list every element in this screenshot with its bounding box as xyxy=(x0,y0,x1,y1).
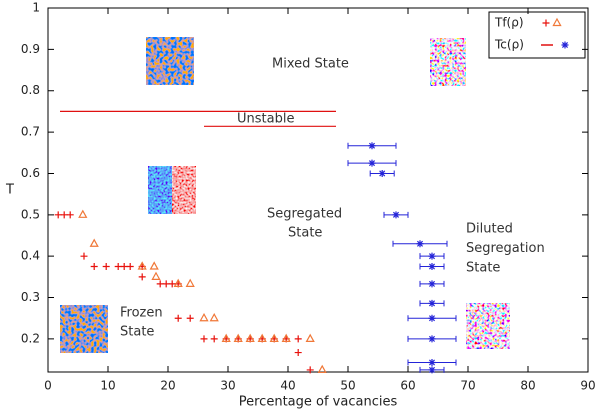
x-tick-label: 70 xyxy=(460,379,475,393)
marker-triangle xyxy=(305,333,315,343)
marker-plus xyxy=(306,366,314,374)
marker-star xyxy=(428,280,436,288)
marker-triangle xyxy=(317,364,327,374)
marker-star xyxy=(416,240,424,248)
inset-image xyxy=(172,166,196,214)
y-tick-label: 0.7 xyxy=(21,125,40,139)
x-tick-label: 40 xyxy=(280,379,295,393)
marker-triangle xyxy=(233,333,243,343)
x-tick-label: 90 xyxy=(580,379,595,393)
inset-image xyxy=(430,38,466,86)
marker-triangle xyxy=(199,312,209,322)
annotation: State xyxy=(466,261,500,276)
x-axis-label: Percentage of vacancies xyxy=(239,395,398,410)
marker-triangle xyxy=(89,238,99,247)
marker-plus xyxy=(80,252,88,260)
marker-star xyxy=(368,142,376,150)
marker-triangle xyxy=(269,333,279,343)
y-tick-label: 1 xyxy=(32,1,40,15)
annotation: State xyxy=(120,325,154,340)
marker-plus xyxy=(210,335,218,343)
marker-plus xyxy=(102,263,110,271)
y-tick-label: 0.6 xyxy=(21,166,40,180)
marker-star xyxy=(428,358,436,366)
marker-plus xyxy=(186,314,194,322)
marker-plus xyxy=(54,211,62,219)
marker-plus xyxy=(114,263,122,271)
marker-plus xyxy=(294,335,302,343)
marker-plus xyxy=(542,19,550,27)
legend-label: Tf(ρ) xyxy=(494,16,524,30)
marker-star xyxy=(368,159,376,167)
marker-triangle xyxy=(185,278,195,287)
marker-star xyxy=(428,314,436,322)
marker-plus xyxy=(90,263,98,271)
inset-image xyxy=(146,37,194,85)
marker-plus xyxy=(126,263,134,271)
marker-star xyxy=(428,252,436,260)
marker-star xyxy=(392,211,400,219)
marker-plus xyxy=(174,314,182,322)
marker-triangle xyxy=(137,261,147,270)
inset-image xyxy=(148,166,172,214)
inset-image xyxy=(60,305,108,353)
marker-triangle xyxy=(173,278,183,287)
annotation: Frozen xyxy=(120,306,163,321)
legend-box xyxy=(488,11,586,59)
x-tick-label: 20 xyxy=(160,379,175,393)
marker-star xyxy=(428,366,436,374)
marker-plus xyxy=(168,280,176,288)
marker-triangle xyxy=(209,312,219,322)
annotation: Mixed State xyxy=(272,57,349,72)
marker-triangle xyxy=(151,271,161,280)
plot-frame xyxy=(47,7,589,373)
marker-plus xyxy=(120,263,128,271)
y-tick-label: 0.2 xyxy=(21,331,40,345)
y-axis-label: T xyxy=(5,183,14,198)
annotation: Segregation xyxy=(466,241,545,256)
x-tick-label: 10 xyxy=(100,379,115,393)
y-tick-label: 0.5 xyxy=(21,207,40,221)
annotation: Unstable xyxy=(237,112,294,127)
marker-star xyxy=(378,169,386,177)
marker-triangle xyxy=(245,333,255,343)
marker-plus xyxy=(162,280,170,288)
marker-plus xyxy=(200,335,208,343)
x-tick-label: 50 xyxy=(340,379,355,393)
marker-plus xyxy=(156,280,164,288)
y-tick-label: 0.9 xyxy=(21,42,40,56)
marker-plus xyxy=(60,211,68,219)
marker-triangle xyxy=(78,209,88,218)
marker-triangle xyxy=(281,333,291,343)
marker-star xyxy=(428,263,436,271)
marker-plus xyxy=(66,211,74,219)
x-tick-label: 0 xyxy=(44,379,52,393)
legend-label: Tc(ρ) xyxy=(494,38,524,52)
x-tick-label: 60 xyxy=(400,379,415,393)
marker-star xyxy=(428,335,436,343)
y-tick-label: 0.4 xyxy=(21,249,40,263)
annotation: State xyxy=(288,226,322,241)
marker-triangle xyxy=(221,333,231,343)
marker-triangle xyxy=(257,333,267,343)
x-tick-label: 30 xyxy=(220,379,235,393)
y-tick-label: 0.3 xyxy=(21,290,40,304)
annotation: Diluted xyxy=(466,222,513,237)
marker-triangle xyxy=(552,17,562,27)
marker-triangle xyxy=(149,261,159,270)
marker-plus xyxy=(138,273,146,281)
inset-image xyxy=(466,303,510,349)
marker-star xyxy=(428,299,436,307)
y-tick-label: 0.8 xyxy=(21,83,40,97)
marker-plus xyxy=(294,349,302,357)
annotation: Segregated xyxy=(267,207,342,222)
marker-star xyxy=(561,41,569,49)
x-tick-label: 80 xyxy=(520,379,535,393)
